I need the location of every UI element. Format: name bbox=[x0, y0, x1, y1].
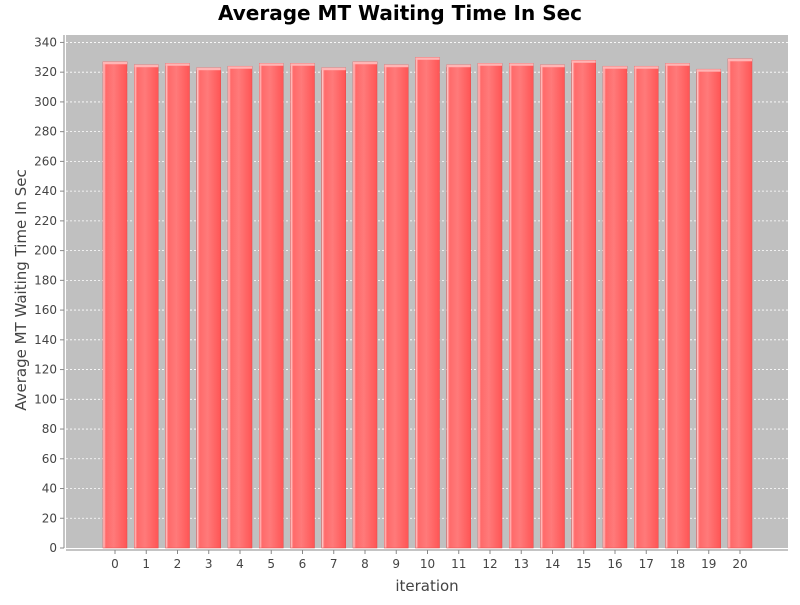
y-tick-label: 160 bbox=[34, 303, 57, 317]
bar bbox=[477, 63, 503, 549]
bar-top-highlight bbox=[103, 61, 127, 65]
y-tick-label: 300 bbox=[34, 95, 57, 109]
bar-top-highlight bbox=[415, 57, 440, 60]
y-tick-label: 340 bbox=[34, 35, 57, 49]
y-tick-label: 260 bbox=[34, 154, 57, 168]
bar-top-highlight bbox=[134, 64, 159, 68]
y-tick-label: 0 bbox=[49, 541, 57, 555]
bar-top-highlight bbox=[728, 58, 752, 62]
bar bbox=[634, 65, 659, 549]
x-tick-label: 0 bbox=[111, 557, 119, 571]
bar bbox=[665, 63, 690, 549]
bars bbox=[102, 57, 753, 549]
bar-top-highlight bbox=[446, 64, 471, 68]
y-tick-label: 140 bbox=[34, 333, 57, 347]
x-tick-label: 14 bbox=[545, 557, 560, 571]
x-tick-label: 1 bbox=[142, 557, 150, 571]
y-tick-label: 320 bbox=[34, 65, 57, 79]
bar bbox=[102, 61, 128, 549]
x-tick-label: 13 bbox=[514, 557, 529, 571]
bar-top-highlight bbox=[259, 63, 284, 66]
y-axis-ticks: 0 20 40 60 80 100 120 140 160 180 200 220 240 260 280 3… bbox=[34, 35, 64, 555]
x-tick-label: 6 bbox=[299, 557, 307, 571]
bar-top-highlight bbox=[196, 67, 221, 71]
y-tick-label: 120 bbox=[34, 363, 57, 377]
y-tick-label: 280 bbox=[34, 125, 57, 139]
chart-title: Average MT Waiting Time In Sec bbox=[218, 1, 582, 25]
y-tick-label: 60 bbox=[42, 452, 57, 466]
x-tick-label: 8 bbox=[361, 557, 369, 571]
bar bbox=[415, 57, 440, 549]
x-tick-label: 4 bbox=[236, 557, 244, 571]
x-tick-label: 16 bbox=[607, 557, 622, 571]
bar-top-highlight bbox=[634, 66, 659, 69]
x-axis-ticks: 0 1 2 3 4 5 6 7 8 9 10 11 12 13 14 15 16 17 18 19 20 bbox=[111, 550, 748, 571]
x-tick-label: 20 bbox=[732, 557, 747, 571]
bar bbox=[227, 65, 253, 549]
x-tick-label: 17 bbox=[639, 557, 654, 571]
bar bbox=[540, 64, 565, 549]
bar bbox=[509, 63, 534, 549]
x-tick-label: 5 bbox=[267, 557, 275, 571]
y-tick-label: 220 bbox=[34, 214, 57, 228]
bar bbox=[165, 63, 190, 549]
bar-top-highlight bbox=[478, 63, 502, 66]
bar-top-highlight bbox=[696, 69, 721, 72]
y-axis-label: Average MT Waiting Time In Sec bbox=[12, 169, 30, 411]
bar bbox=[446, 64, 471, 549]
bar-top-highlight bbox=[165, 63, 190, 66]
bar bbox=[727, 58, 753, 549]
y-tick-label: 80 bbox=[42, 422, 57, 436]
bar bbox=[571, 60, 596, 549]
bar-top-highlight bbox=[509, 63, 534, 66]
x-tick-label: 2 bbox=[174, 557, 182, 571]
bar-top-highlight bbox=[321, 67, 346, 71]
bar bbox=[384, 64, 409, 549]
x-tick-label: 12 bbox=[482, 557, 497, 571]
bar-top-highlight bbox=[228, 66, 252, 69]
x-tick-label: 18 bbox=[670, 557, 685, 571]
y-tick-label: 180 bbox=[34, 273, 57, 287]
bar bbox=[259, 63, 284, 549]
y-tick-label: 40 bbox=[42, 482, 57, 496]
x-tick-label: 3 bbox=[205, 557, 213, 571]
bar bbox=[196, 67, 221, 549]
bar bbox=[321, 67, 346, 549]
bar bbox=[352, 61, 378, 549]
bar-top-highlight bbox=[384, 64, 409, 68]
x-axis-label: iteration bbox=[395, 577, 458, 595]
bar bbox=[696, 68, 721, 549]
bar-top-highlight bbox=[603, 66, 627, 69]
bar-top-highlight bbox=[540, 64, 565, 68]
y-tick-label: 200 bbox=[34, 244, 57, 258]
bar bbox=[134, 64, 159, 549]
y-tick-label: 20 bbox=[42, 511, 57, 525]
y-tick-label: 100 bbox=[34, 392, 57, 406]
y-tick-label: 240 bbox=[34, 184, 57, 198]
x-tick-label: 9 bbox=[392, 557, 400, 571]
bar-top-highlight bbox=[353, 61, 377, 65]
bar-top-highlight bbox=[571, 60, 596, 63]
bar-top-highlight bbox=[290, 63, 315, 66]
x-tick-label: 19 bbox=[701, 557, 716, 571]
x-tick-label: 7 bbox=[330, 557, 338, 571]
x-tick-label: 10 bbox=[420, 557, 435, 571]
bar-top-highlight bbox=[665, 63, 690, 66]
x-tick-label: 11 bbox=[451, 557, 466, 571]
bar bbox=[290, 63, 315, 549]
x-tick-label: 15 bbox=[576, 557, 591, 571]
bar bbox=[602, 65, 628, 549]
